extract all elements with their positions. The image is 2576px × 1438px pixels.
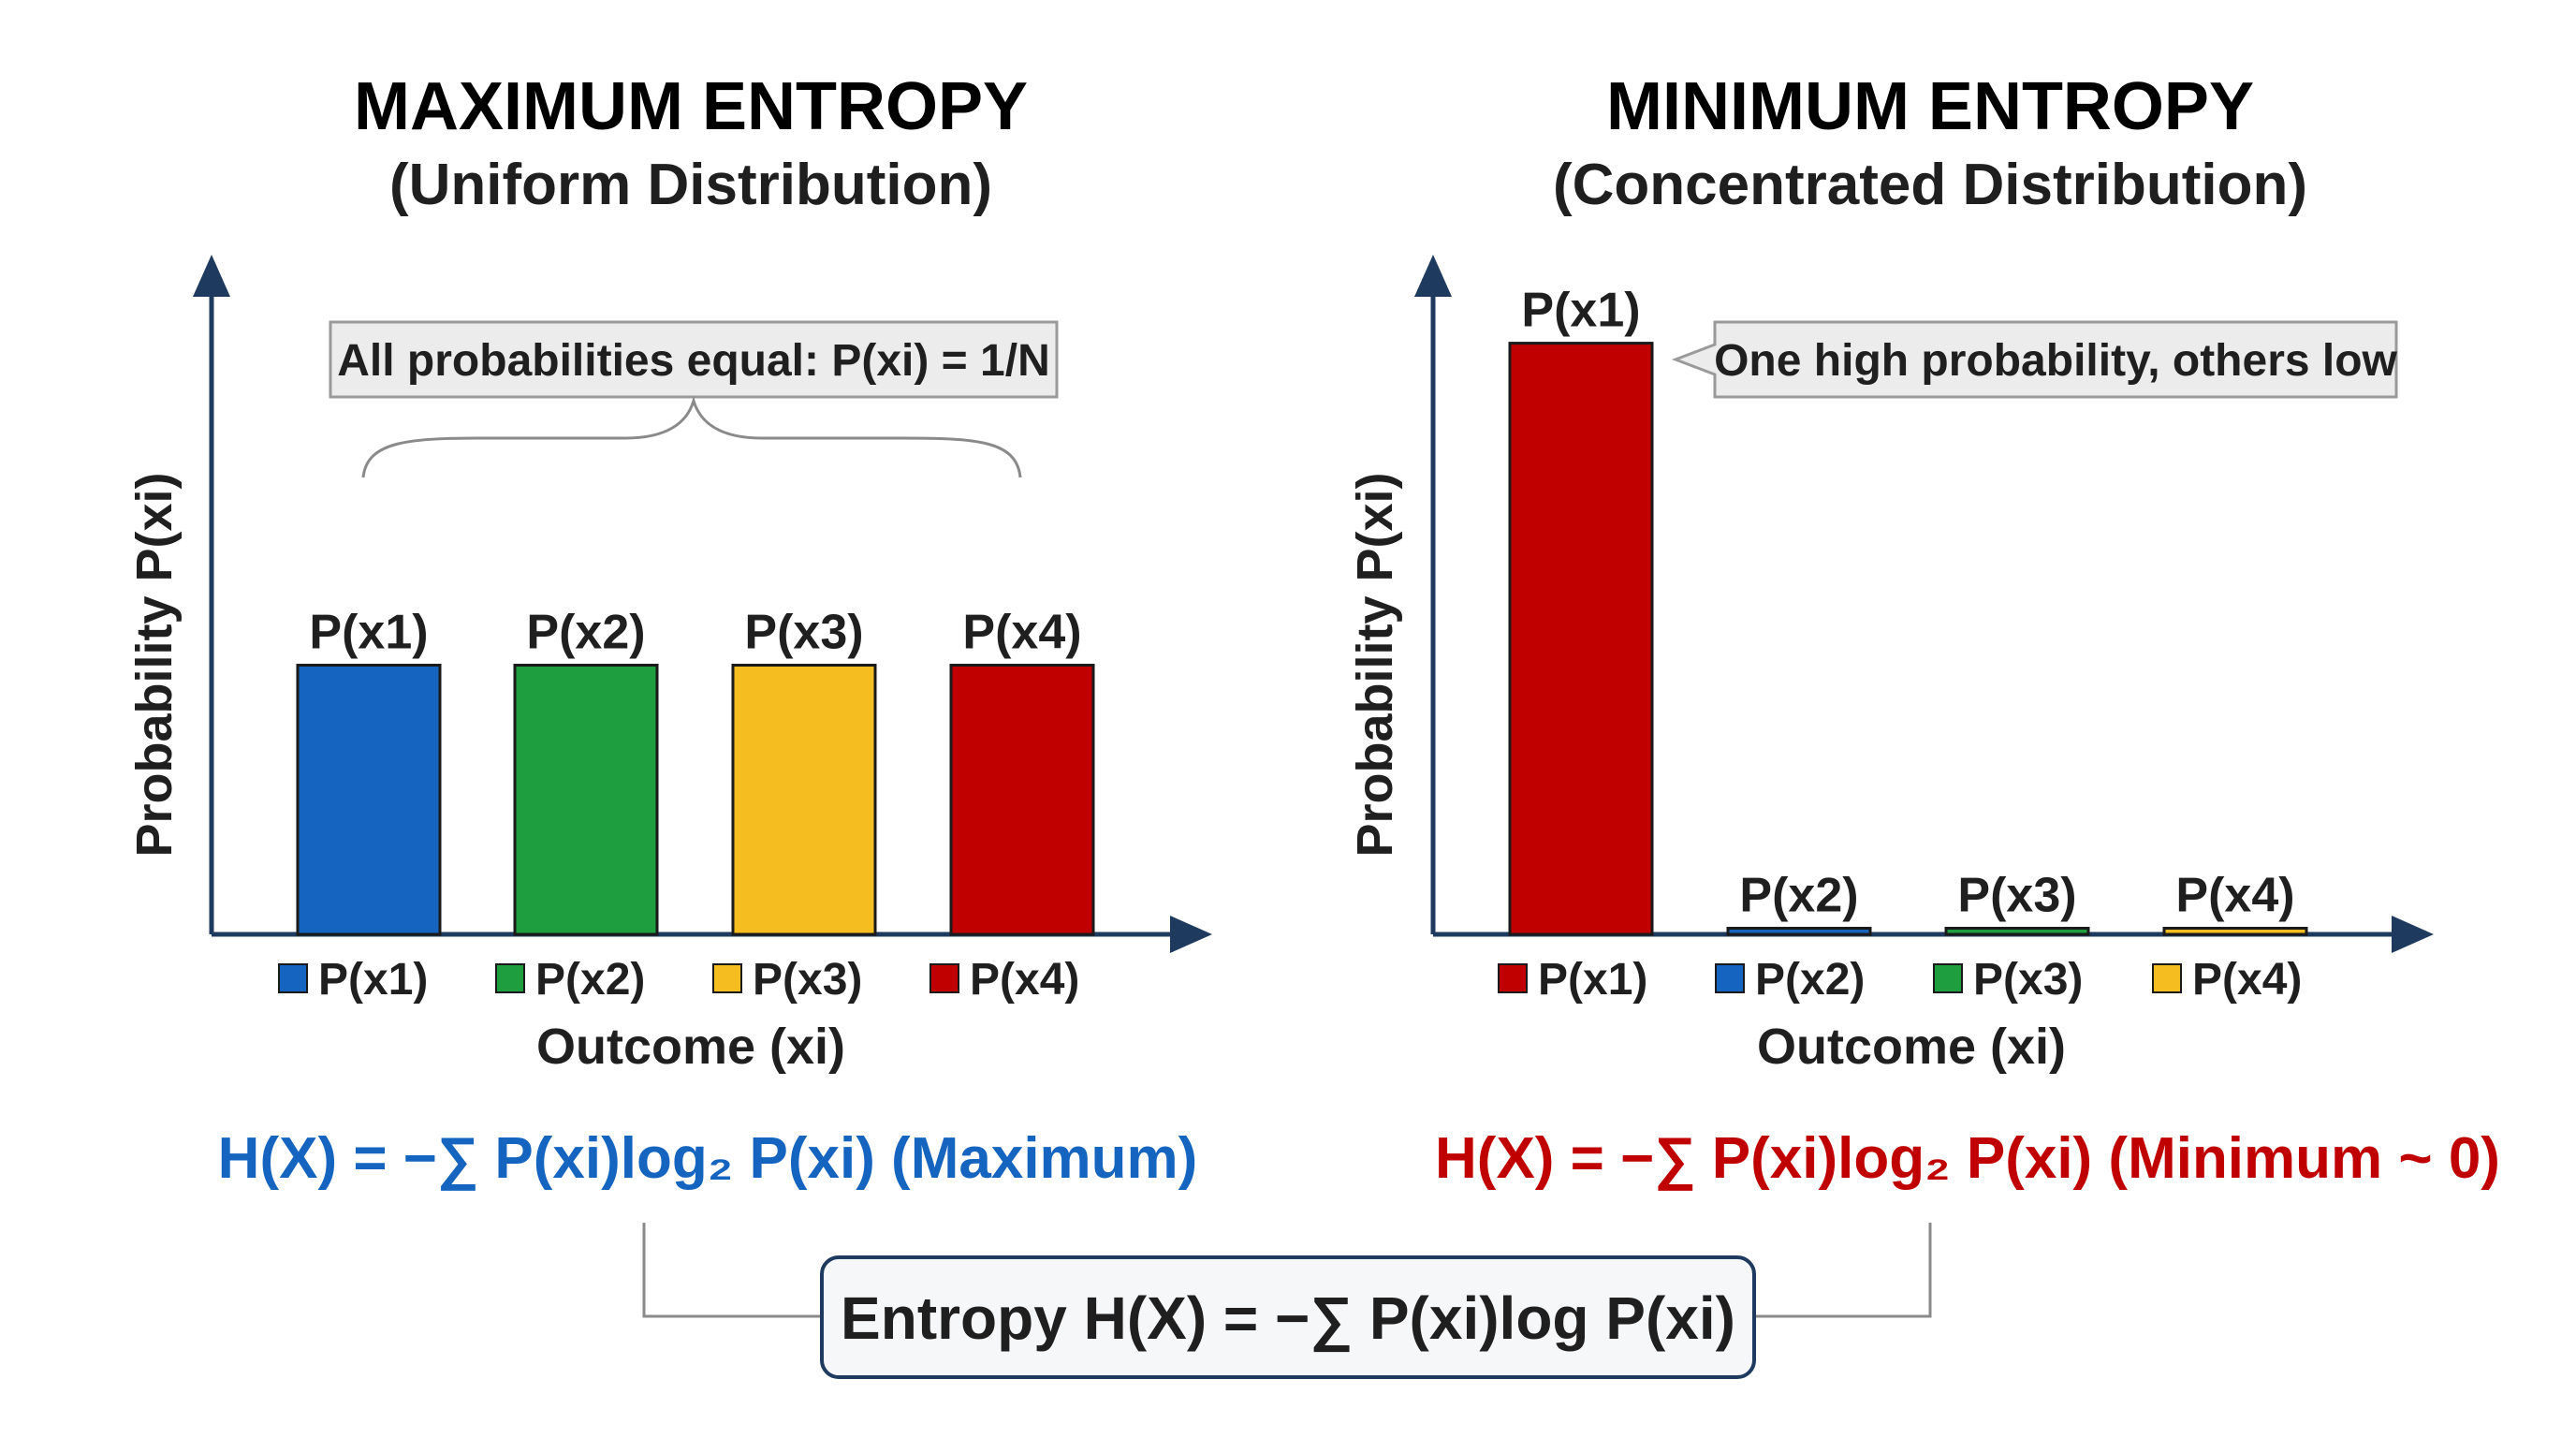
bar-1 <box>296 664 442 936</box>
legend-label-2: P(x2) <box>1755 955 1865 1005</box>
bars: P(x1) P(x2) P(x3) P(x4) <box>296 606 1095 936</box>
general-entropy-formula: Entropy H(X) = −∑ P(xi)log P(xi) <box>841 1284 1735 1353</box>
legend-label-1: P(x1) <box>318 955 428 1005</box>
bars: P(x1) P(x2) P(x3) P(x4) <box>1508 284 2308 936</box>
general-formula-box <box>820 1255 1756 1379</box>
bar-label-1: P(x1) <box>309 606 428 660</box>
bar-3 <box>1944 926 2090 936</box>
annotation-callout: All probabilities equal: P(xi) = 1/N <box>329 320 1059 478</box>
legend-swatch-2 <box>1715 963 1745 993</box>
callout-text: All probabilities equal: P(xi) = 1/N <box>337 336 1049 386</box>
bar-2 <box>1726 926 1872 936</box>
x-axis-label: Outcome (xi) <box>1757 1019 2066 1075</box>
chart-title: MAXIMUM ENTROPY <box>354 69 1028 144</box>
chart-title: MINIMUM ENTROPY <box>1606 69 2254 144</box>
general-entropy-section: Entropy H(X) = −∑ P(xi)log P(xi) <box>642 1223 1932 1379</box>
x-axis-label: Outcome (xi) <box>536 1019 845 1075</box>
legend-label-1: P(x1) <box>1538 955 1647 1005</box>
bar-label-3: P(x3) <box>1957 868 2076 922</box>
max-entropy-panel: MAXIMUM ENTROPY (Uniform Distribution) P… <box>126 69 1212 1191</box>
callout-bracket <box>361 395 1022 478</box>
bar-label-4: P(x4) <box>2175 868 2294 922</box>
bar-label-1: P(x1) <box>1521 284 1640 338</box>
legend-label-4: P(x4) <box>2192 955 2302 1005</box>
bar-2 <box>513 664 659 936</box>
bar-label-4: P(x4) <box>962 606 1081 660</box>
callout-text: One high probability, others low <box>1714 336 2397 386</box>
legend-label-2: P(x2) <box>535 955 645 1005</box>
y-axis-label: Probability P(xi) <box>1347 472 1403 857</box>
max-entropy-formula: H(X) = −∑ P(xi)log₂ P(xi) (Maximum) <box>218 1126 1198 1191</box>
chart-subtitle: (Concentrated Distribution) <box>1553 153 2307 217</box>
bar-4 <box>949 664 1095 936</box>
legend-label-3: P(x3) <box>1973 955 2083 1005</box>
legend: P(x1) P(x2) P(x3) P(x4) <box>278 955 1079 1005</box>
bar-label-2: P(x2) <box>1739 868 1858 922</box>
bar-1 <box>1508 342 1654 936</box>
connector-left <box>642 1223 822 1318</box>
connector-right <box>1754 1223 1932 1318</box>
legend-label-3: P(x3) <box>753 955 862 1005</box>
chart-subtitle: (Uniform Distribution) <box>389 153 992 217</box>
y-axis-label: Probability P(xi) <box>126 472 183 857</box>
legend-swatch-1 <box>278 963 308 993</box>
min-entropy-panel: MINIMUM ENTROPY (Concentrated Distributi… <box>1347 69 2500 1191</box>
legend-swatch-3 <box>1933 963 1963 993</box>
legend-label-4: P(x4) <box>970 955 1079 1005</box>
legend-swatch-2 <box>495 963 525 993</box>
legend-swatch-1 <box>1498 963 1528 993</box>
legend-swatch-3 <box>712 963 742 993</box>
legend-swatch-4 <box>929 963 959 993</box>
legend: P(x1) P(x2) P(x3) P(x4) <box>1498 955 2302 1005</box>
callout-box <box>1671 320 2398 399</box>
bar-4 <box>2162 926 2308 936</box>
bar-label-2: P(x2) <box>526 606 645 660</box>
min-entropy-formula: H(X) = −∑ P(xi)log₂ P(xi) (Minimum ~ 0) <box>1435 1126 2500 1191</box>
annotation-callout: One high probability, others low <box>1671 320 2398 399</box>
bar-label-3: P(x3) <box>744 606 863 660</box>
bar-3 <box>731 664 877 936</box>
legend-swatch-4 <box>2152 963 2182 993</box>
callout-box <box>329 320 1059 399</box>
